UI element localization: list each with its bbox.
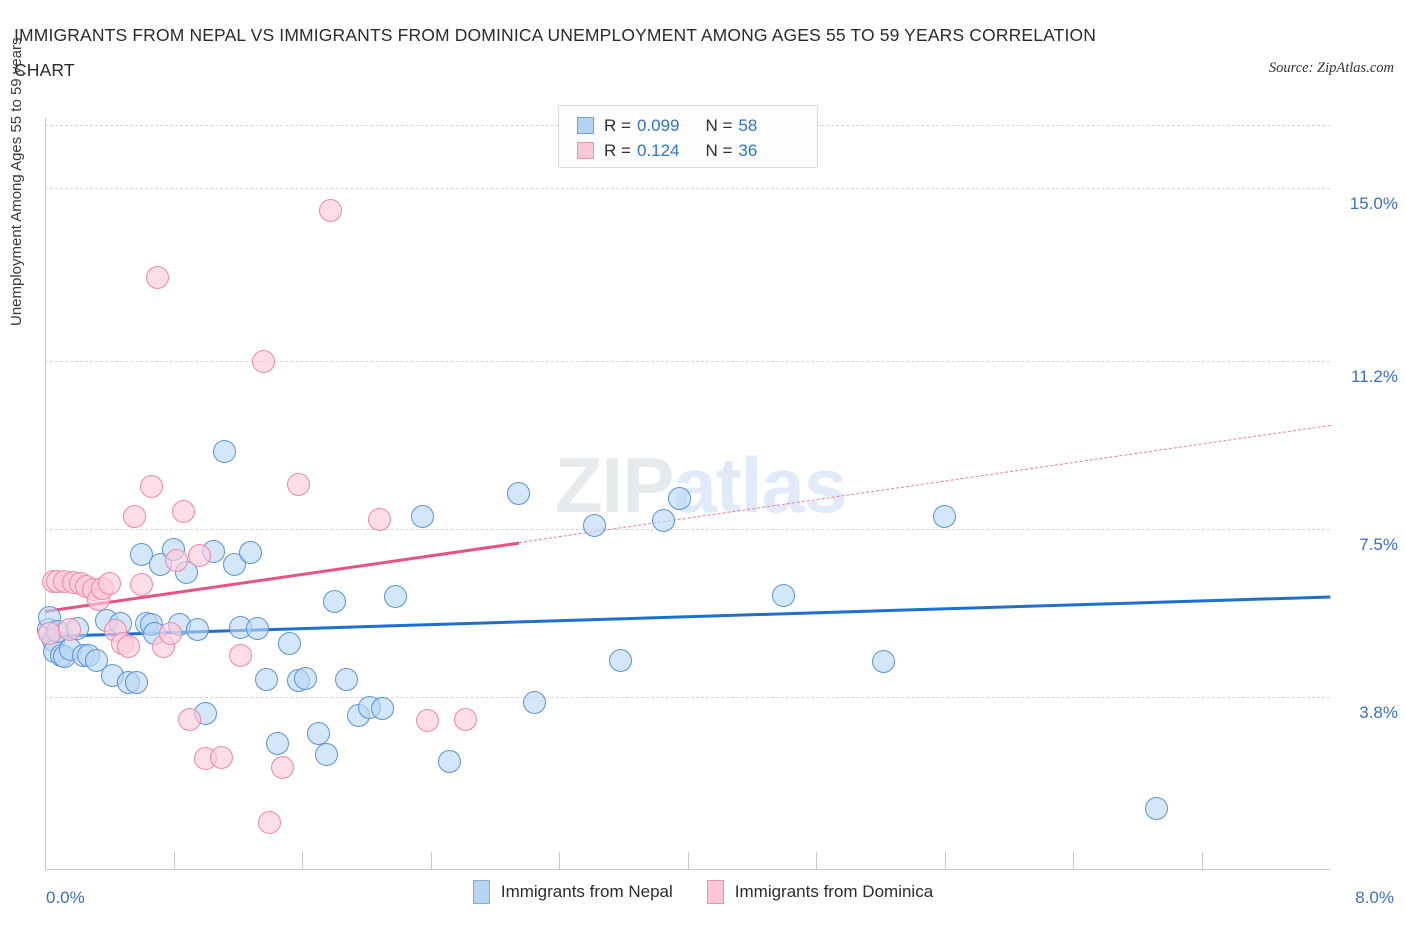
legend-n-value-nepal: 58: [738, 115, 758, 135]
data-point-dominica[interactable]: [271, 756, 295, 780]
x-axis-tick: [302, 852, 303, 870]
page-title: IMMIGRANTS FROM NEPAL VS IMMIGRANTS FROM…: [14, 18, 1214, 88]
data-point-dominica[interactable]: [139, 474, 163, 498]
data-point-nepal[interactable]: [129, 542, 153, 566]
x-axis-tick: [1073, 852, 1074, 870]
data-point-dominica[interactable]: [117, 634, 141, 658]
legend-n-value-dominica: 36: [738, 140, 758, 160]
x-axis-tick: [430, 852, 432, 870]
series-swatch-nepal: [472, 880, 490, 904]
x-axis-tick: [687, 852, 689, 870]
data-point-dominica[interactable]: [187, 544, 211, 568]
data-point-dominica[interactable]: [229, 644, 253, 668]
data-point-dominica[interactable]: [171, 500, 195, 524]
data-point-dominica[interactable]: [158, 622, 182, 646]
x-axis-tick: [944, 852, 946, 870]
legend-swatch-nepal: [577, 117, 594, 134]
legend-r-value-nepal: 0.099: [636, 115, 680, 135]
gridline-y: [45, 361, 1330, 363]
data-point-dominica[interactable]: [367, 507, 391, 531]
data-point-dominica[interactable]: [454, 707, 478, 731]
data-point-nepal[interactable]: [255, 667, 279, 691]
data-point-dominica[interactable]: [210, 745, 234, 769]
legend-r-value-dominica: 0.124: [636, 140, 680, 160]
data-point-nepal[interactable]: [523, 691, 547, 715]
x-axis-tick: [173, 852, 175, 870]
y-axis-title: Unemployment Among Ages 55 to 59 years: [8, 37, 25, 326]
data-point-nepal[interactable]: [213, 439, 237, 463]
data-point-dominica[interactable]: [129, 573, 153, 597]
gridline-y: [45, 697, 1330, 699]
data-point-dominica[interactable]: [319, 198, 343, 222]
y-axis-tick-label: 15.0%: [1349, 194, 1398, 214]
x-axis-tick: [816, 852, 817, 870]
legend-r-label-nepal: R =: [604, 115, 631, 135]
data-point-nepal[interactable]: [667, 486, 691, 510]
data-point-nepal[interactable]: [186, 617, 210, 641]
series-label-dominica: Immigrants from Dominica: [734, 882, 934, 901]
legend-n-label-dominica: N =: [705, 140, 733, 160]
data-point-nepal[interactable]: [335, 667, 359, 691]
data-point-nepal[interactable]: [239, 541, 263, 565]
data-point-dominica[interactable]: [287, 473, 311, 497]
legend-r-label-dominica: R =: [604, 140, 631, 160]
data-point-dominica[interactable]: [415, 708, 439, 732]
data-point-dominica[interactable]: [97, 572, 121, 596]
title-line-1: IMMIGRANTS FROM NEPAL VS IMMIGRANTS FROM…: [14, 25, 1097, 45]
data-point-nepal[interactable]: [322, 589, 346, 613]
source-attribution: Source: ZipAtlas.com: [1268, 60, 1394, 76]
series-swatch-dominica: [706, 880, 724, 904]
series-legend: Immigrants from Nepal Immigrants from Do…: [0, 880, 1406, 904]
data-point-nepal[interactable]: [383, 584, 407, 608]
y-axis-tick-label: 3.8%: [1359, 703, 1398, 723]
x-axis-tick: [1201, 852, 1203, 870]
y-axis-tick-label: 11.2%: [1351, 367, 1398, 387]
data-point-dominica[interactable]: [123, 504, 147, 528]
gridline-y: [45, 188, 1330, 190]
data-point-dominica[interactable]: [165, 548, 189, 572]
data-point-dominica[interactable]: [258, 810, 282, 834]
gridline-y: [45, 529, 1330, 531]
series-label-nepal: Immigrants from Nepal: [500, 882, 673, 901]
y-axis-tick-label: 7.5%: [1359, 535, 1398, 555]
legend-row-nepal: R = 0.099 N = 58: [577, 113, 817, 138]
data-point-nepal[interactable]: [871, 650, 895, 674]
plot-area: [36, 118, 1331, 870]
series-legend-item-nepal[interactable]: Immigrants from Nepal: [472, 880, 673, 904]
data-point-nepal[interactable]: [1145, 797, 1169, 821]
x-axis-tick: [559, 852, 560, 870]
series-legend-item-dominica[interactable]: Immigrants from Dominica: [706, 880, 934, 904]
data-point-dominica[interactable]: [178, 707, 202, 731]
title-line-2: CHART: [14, 60, 75, 80]
data-point-nepal[interactable]: [277, 632, 301, 656]
legend-swatch-dominica: [577, 142, 594, 159]
data-point-nepal[interactable]: [410, 504, 434, 528]
data-point-nepal[interactable]: [438, 750, 462, 774]
data-point-nepal[interactable]: [772, 583, 796, 607]
legend-row-dominica: R = 0.124 N = 36: [577, 138, 817, 163]
data-point-dominica[interactable]: [57, 617, 81, 641]
data-point-nepal[interactable]: [306, 722, 330, 746]
data-point-nepal[interactable]: [608, 648, 632, 672]
data-point-nepal[interactable]: [651, 508, 675, 532]
data-point-nepal[interactable]: [266, 732, 290, 756]
y-axis-line: [45, 118, 46, 870]
data-point-nepal[interactable]: [293, 666, 317, 690]
data-point-nepal[interactable]: [582, 514, 606, 538]
data-point-nepal[interactable]: [370, 697, 394, 721]
trendline-dominica-dashed: [518, 424, 1331, 543]
x-axis-max-label: 8.0%: [1355, 888, 1394, 907]
data-point-dominica[interactable]: [145, 265, 169, 289]
data-point-nepal[interactable]: [314, 742, 338, 766]
x-axis-min-label: 0.0%: [46, 888, 85, 907]
data-point-nepal[interactable]: [245, 616, 269, 640]
data-point-dominica[interactable]: [251, 349, 275, 373]
data-point-nepal[interactable]: [84, 648, 108, 672]
correlation-legend: R = 0.099 N = 58 R = 0.124 N = 36: [558, 105, 818, 168]
data-point-nepal[interactable]: [933, 504, 956, 528]
legend-n-label-nepal: N =: [705, 115, 733, 135]
data-point-nepal[interactable]: [507, 482, 531, 506]
data-point-nepal[interactable]: [125, 671, 149, 695]
